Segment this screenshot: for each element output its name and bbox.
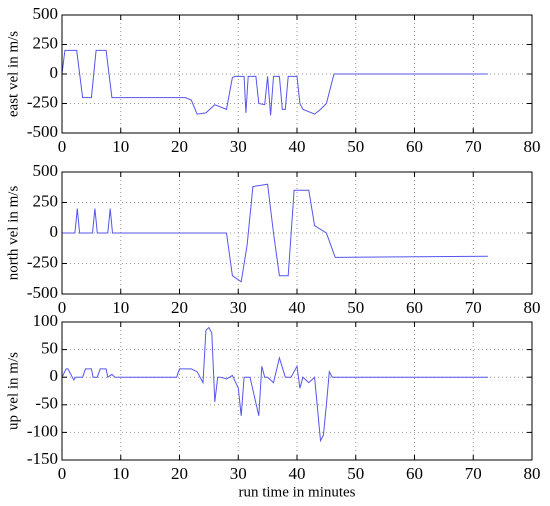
x-tick-label: 0	[58, 137, 67, 156]
y-tick-label: 0	[50, 366, 59, 385]
x-tick-label: 20	[171, 298, 188, 317]
x-tick-label: 30	[230, 137, 247, 156]
y-axis-label: east vel in m/s	[5, 31, 21, 117]
x-tick-label: 60	[406, 137, 423, 156]
x-tick-label: 30	[230, 298, 247, 317]
x-tick-label: 20	[171, 464, 188, 483]
y-tick-label: -500	[27, 283, 58, 302]
y-tick-label: 100	[33, 311, 59, 330]
y-tick-label: -150	[27, 449, 58, 468]
x-tick-label: 80	[524, 137, 541, 156]
x-tick-label: 70	[465, 298, 482, 317]
axes-frame	[61, 14, 533, 134]
y-axis-label: up vel in m/s	[5, 352, 21, 430]
x-tick-label: 50	[347, 137, 364, 156]
x-tick-label: 50	[347, 298, 364, 317]
x-tick-label: 10	[112, 137, 129, 156]
y-axis-label: north vel in m/s	[5, 186, 21, 281]
x-tick-label: 10	[112, 464, 129, 483]
y-tick-label: 500	[33, 161, 59, 180]
y-tick-label: 0	[50, 222, 59, 241]
x-tick-label: 0	[58, 298, 67, 317]
x-tick-label: 80	[524, 298, 541, 317]
x-tick-label: 50	[347, 464, 364, 483]
y-tick-label: 500	[33, 4, 59, 23]
x-axis-label: run time in minutes	[238, 484, 355, 500]
data-line	[61, 49, 488, 116]
y-tick-label: 250	[33, 33, 59, 52]
x-tick-label: 70	[465, 464, 482, 483]
x-tick-label: 40	[289, 464, 306, 483]
data-line	[61, 326, 488, 443]
y-tick-label: -250	[27, 252, 58, 271]
x-tick-label: 40	[289, 298, 306, 317]
data-line	[62, 183, 488, 283]
x-tick-label: 60	[406, 464, 423, 483]
axes-frame	[61, 171, 533, 295]
y-tick-label: 0	[50, 63, 59, 82]
y-tick-label: 50	[41, 339, 58, 358]
axes-frame	[61, 321, 533, 461]
y-tick-label: -500	[27, 122, 58, 141]
x-tick-label: 70	[465, 137, 482, 156]
y-tick-label: -250	[27, 92, 58, 111]
x-tick-label: 60	[406, 298, 423, 317]
x-tick-label: 0	[58, 464, 67, 483]
x-tick-label: 10	[112, 298, 129, 317]
y-tick-label: 250	[33, 191, 59, 210]
y-tick-label: -100	[27, 421, 58, 440]
x-tick-label: 80	[524, 464, 541, 483]
x-tick-label: 20	[171, 137, 188, 156]
x-tick-label: 40	[289, 137, 306, 156]
y-tick-label: -50	[35, 394, 58, 413]
x-tick-label: 30	[230, 464, 247, 483]
